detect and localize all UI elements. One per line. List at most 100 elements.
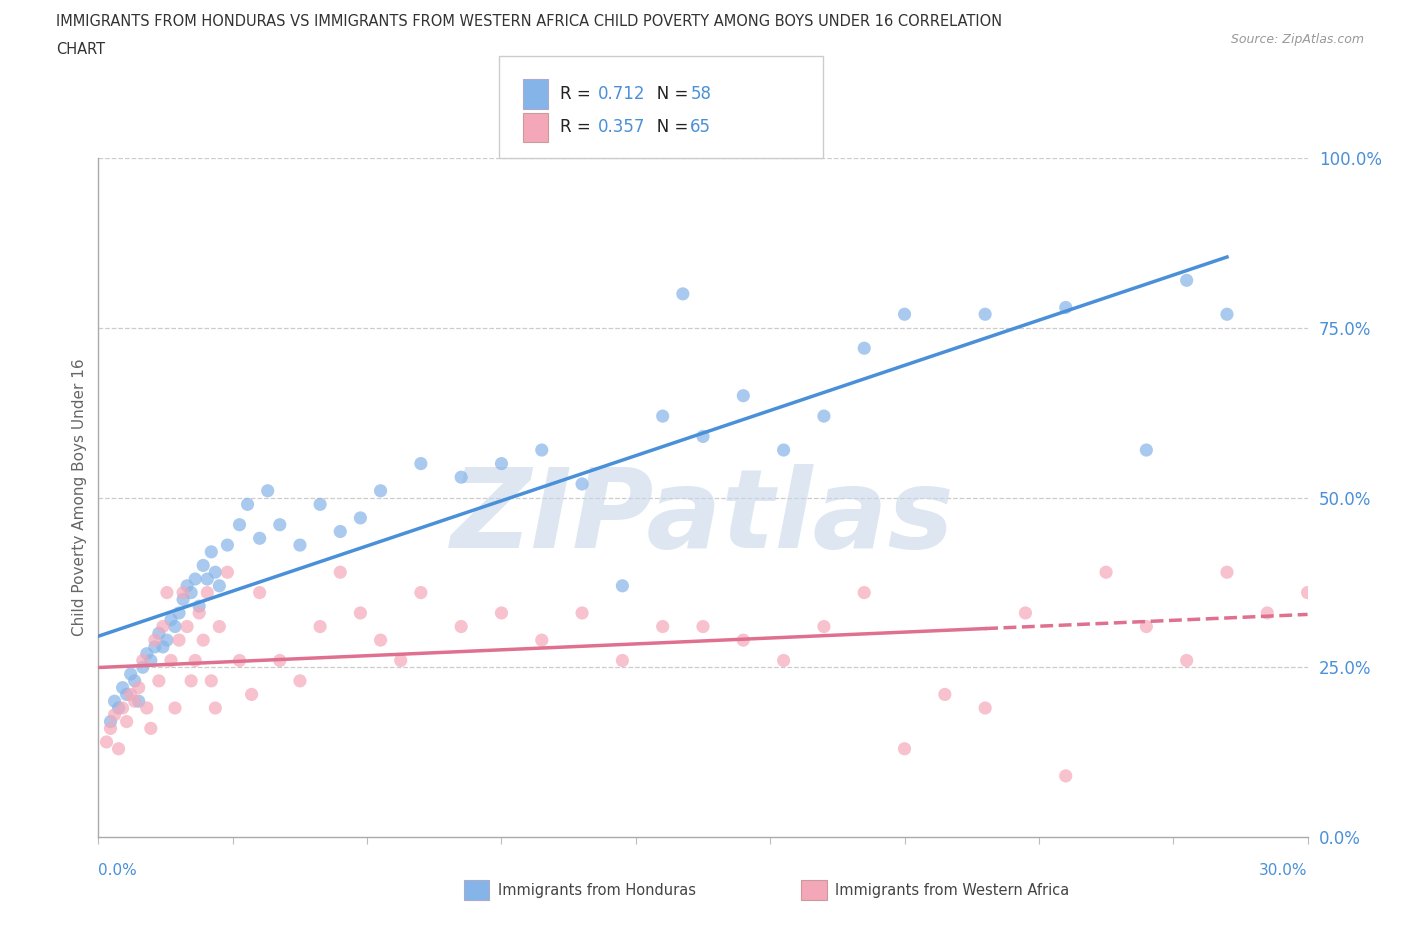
Point [672, 286, 695, 301]
Point [370, 632, 392, 647]
Point [329, 565, 352, 579]
Point [249, 585, 271, 600]
Point [651, 408, 673, 423]
Point [1095, 565, 1118, 579]
Point [172, 585, 194, 600]
Point [1175, 653, 1198, 668]
Point [156, 585, 179, 600]
Point [1014, 605, 1036, 620]
Point [1337, 538, 1360, 552]
Point [329, 525, 352, 539]
Text: IMMIGRANTS FROM HONDURAS VS IMMIGRANTS FROM WESTERN AFRICA CHILD POVERTY AMONG B: IMMIGRANTS FROM HONDURAS VS IMMIGRANTS F… [56, 14, 1002, 29]
Point [349, 511, 371, 525]
Point [139, 721, 162, 736]
Text: 0.0%: 0.0% [98, 863, 138, 878]
Point [180, 585, 202, 600]
Point [204, 565, 226, 579]
Point [204, 700, 226, 715]
Point [772, 653, 794, 668]
Point [176, 619, 198, 634]
Point [103, 708, 125, 723]
Point [1216, 307, 1239, 322]
Point [733, 632, 755, 647]
Text: Immigrants from Western Africa: Immigrants from Western Africa [835, 883, 1070, 897]
Point [163, 700, 186, 715]
Point [172, 592, 194, 607]
Text: R =: R = [560, 85, 596, 103]
Point [491, 457, 513, 472]
Point [1256, 605, 1278, 620]
Point [115, 714, 138, 729]
Point [1054, 768, 1077, 783]
Point [193, 558, 215, 573]
Point [120, 687, 142, 702]
Point [120, 667, 142, 682]
Point [612, 578, 634, 593]
Text: ZIPatlas: ZIPatlas [451, 464, 955, 571]
Point [236, 497, 259, 512]
Point [124, 673, 146, 688]
Point [208, 619, 231, 634]
Point [491, 605, 513, 620]
Point [132, 653, 155, 668]
Point [128, 694, 150, 709]
Point [530, 443, 553, 458]
Point [1216, 565, 1239, 579]
Point [188, 599, 211, 614]
Point [143, 632, 166, 647]
Point [200, 544, 222, 559]
Point [309, 619, 332, 634]
Point [143, 640, 166, 655]
Point [135, 646, 157, 661]
Text: N =: N = [641, 118, 693, 137]
Point [269, 517, 291, 532]
Point [370, 484, 392, 498]
Point [228, 517, 250, 532]
Point [1296, 585, 1319, 600]
Point [217, 538, 239, 552]
Point [152, 619, 174, 634]
Point [893, 741, 915, 756]
Point [180, 673, 202, 688]
Point [571, 476, 593, 491]
Point [389, 653, 412, 668]
Point [107, 741, 129, 756]
Point [107, 700, 129, 715]
Point [450, 470, 472, 485]
Point [733, 389, 755, 404]
Text: 0.712: 0.712 [598, 85, 645, 103]
Point [692, 429, 714, 444]
Point [893, 307, 915, 322]
Point [853, 340, 876, 355]
Point [1175, 272, 1198, 287]
Point [409, 585, 432, 600]
Point [934, 687, 956, 702]
Text: 65: 65 [690, 118, 711, 137]
Point [115, 687, 138, 702]
Point [256, 484, 278, 498]
Point [111, 700, 134, 715]
Point [176, 578, 198, 593]
Point [148, 673, 170, 688]
Point [148, 626, 170, 641]
Text: Source: ZipAtlas.com: Source: ZipAtlas.com [1230, 33, 1364, 46]
Point [193, 632, 215, 647]
Y-axis label: Child Poverty Among Boys Under 16: Child Poverty Among Boys Under 16 [72, 359, 87, 636]
Point [156, 632, 179, 647]
Point [100, 714, 122, 729]
Point [111, 680, 134, 695]
Point [1376, 585, 1399, 600]
Point [128, 680, 150, 695]
Text: CHART: CHART [56, 42, 105, 57]
Text: 30.0%: 30.0% [1260, 863, 1308, 878]
Point [309, 497, 332, 512]
Point [124, 694, 146, 709]
Point [974, 307, 997, 322]
Point [100, 721, 122, 736]
Point [772, 443, 794, 458]
Point [167, 605, 190, 620]
Point [1135, 619, 1157, 634]
Point [974, 700, 997, 715]
Point [167, 632, 190, 647]
Point [249, 531, 271, 546]
